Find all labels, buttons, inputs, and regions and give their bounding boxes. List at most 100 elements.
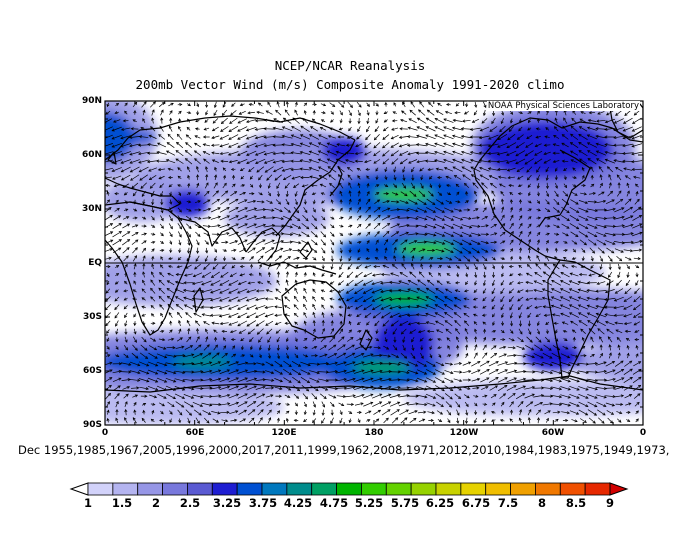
wind-arrow (596, 281, 606, 285)
wind-arrow (452, 142, 463, 148)
wind-arrow (623, 376, 633, 383)
wind-arrow (384, 337, 388, 343)
wind-arrow (114, 393, 120, 400)
wind-arrow (238, 409, 248, 415)
wind-arrow (491, 402, 496, 406)
wind-arrow (454, 281, 460, 285)
wind-arrow (608, 182, 612, 189)
wind-arrow (123, 345, 129, 351)
wind-arrow (202, 410, 212, 415)
wind-arrow (281, 126, 293, 132)
wind-arrow (105, 223, 114, 229)
wind-arrow (282, 175, 292, 181)
wind-arrow (624, 287, 632, 295)
wind-arrow (311, 248, 318, 253)
wind-arrow (175, 401, 185, 408)
colorbar-swatch (385, 482, 412, 496)
wind-arrow (319, 393, 327, 400)
wind-arrow (239, 273, 246, 277)
wind-arrow (578, 126, 588, 132)
wind-arrow (553, 198, 560, 206)
wind-arrow (249, 337, 254, 343)
wind-arrow (526, 263, 532, 269)
wind-arrow (508, 337, 515, 342)
wind-arrow (192, 378, 204, 382)
wind-arrow (501, 409, 505, 415)
wind-arrow (478, 143, 490, 147)
wind-arrow (292, 376, 301, 384)
wind-arrow (210, 386, 222, 390)
wind-arrow (311, 239, 318, 246)
wind-arrow (402, 344, 406, 352)
wind-arrow (613, 224, 625, 228)
wind-arrow (425, 312, 436, 318)
wind-arrow (617, 344, 621, 351)
wind-arrow (105, 126, 113, 132)
wind-arrow (604, 386, 617, 390)
wind-arrow (380, 272, 391, 277)
wind-arrow (480, 232, 490, 236)
wind-arrow (589, 354, 595, 358)
wind-arrow (483, 101, 487, 109)
wind-arrow (605, 402, 616, 407)
wind-arrow (148, 175, 157, 181)
wind-arrow (275, 394, 283, 398)
wind-arrow (470, 232, 481, 237)
wind-arrow (634, 330, 640, 333)
wind-arrow (509, 191, 514, 196)
wind-arrow (562, 418, 569, 423)
wind-arrow (365, 134, 371, 141)
wind-arrow (337, 280, 345, 286)
wind-arrow (408, 118, 417, 124)
wind-arrow (187, 239, 191, 246)
wind-arrow (150, 232, 156, 236)
wind-arrow (187, 247, 191, 254)
wind-arrow (357, 118, 361, 125)
wind-arrow (204, 240, 209, 245)
wind-arrow (500, 198, 504, 205)
wind-arrow (293, 256, 300, 260)
wind-arrow (509, 255, 513, 261)
wind-arrow (335, 386, 348, 390)
wind-arrow (169, 418, 173, 424)
wind-arrow (445, 175, 452, 179)
wind-arrow (415, 151, 428, 155)
wind-arrow (443, 231, 455, 237)
lat-label-30n: 30N (81, 204, 102, 214)
wind-arrow (175, 141, 184, 149)
wind-arrow (500, 401, 505, 407)
wind-arrow (446, 273, 451, 277)
wind-arrow (141, 305, 146, 309)
wind-arrow (481, 313, 487, 317)
wind-arrow (635, 280, 639, 286)
wind-arrow (275, 109, 282, 116)
wind-arrow (544, 207, 551, 212)
wind-arrow (516, 166, 524, 172)
wind-arrow (561, 206, 570, 214)
wind-arrow (500, 240, 506, 244)
wind-arrow (130, 127, 139, 131)
wind-arrow (293, 330, 299, 333)
wind-arrow (616, 336, 622, 342)
wind-arrow (329, 305, 335, 309)
wind-arrow (398, 216, 410, 220)
wind-arrow (398, 313, 410, 318)
wind-arrow (210, 369, 222, 374)
wind-arrow (635, 344, 639, 350)
wind-arrow (142, 255, 146, 262)
wind-arrow (391, 231, 400, 237)
wind-arrow (132, 216, 138, 220)
wind-arrow (535, 135, 541, 139)
wind-arrow (446, 265, 452, 268)
wind-arrow (326, 158, 338, 164)
wind-arrow (174, 354, 186, 358)
wind-arrow (203, 344, 210, 351)
wind-arrow (587, 158, 597, 165)
wind-arrow (407, 361, 419, 367)
wind-arrow (527, 246, 531, 254)
wind-arrow (330, 199, 334, 204)
wind-arrow (635, 410, 639, 415)
wind-arrow (577, 296, 589, 302)
wind-arrow (203, 263, 210, 270)
wind-arrow (569, 386, 580, 391)
